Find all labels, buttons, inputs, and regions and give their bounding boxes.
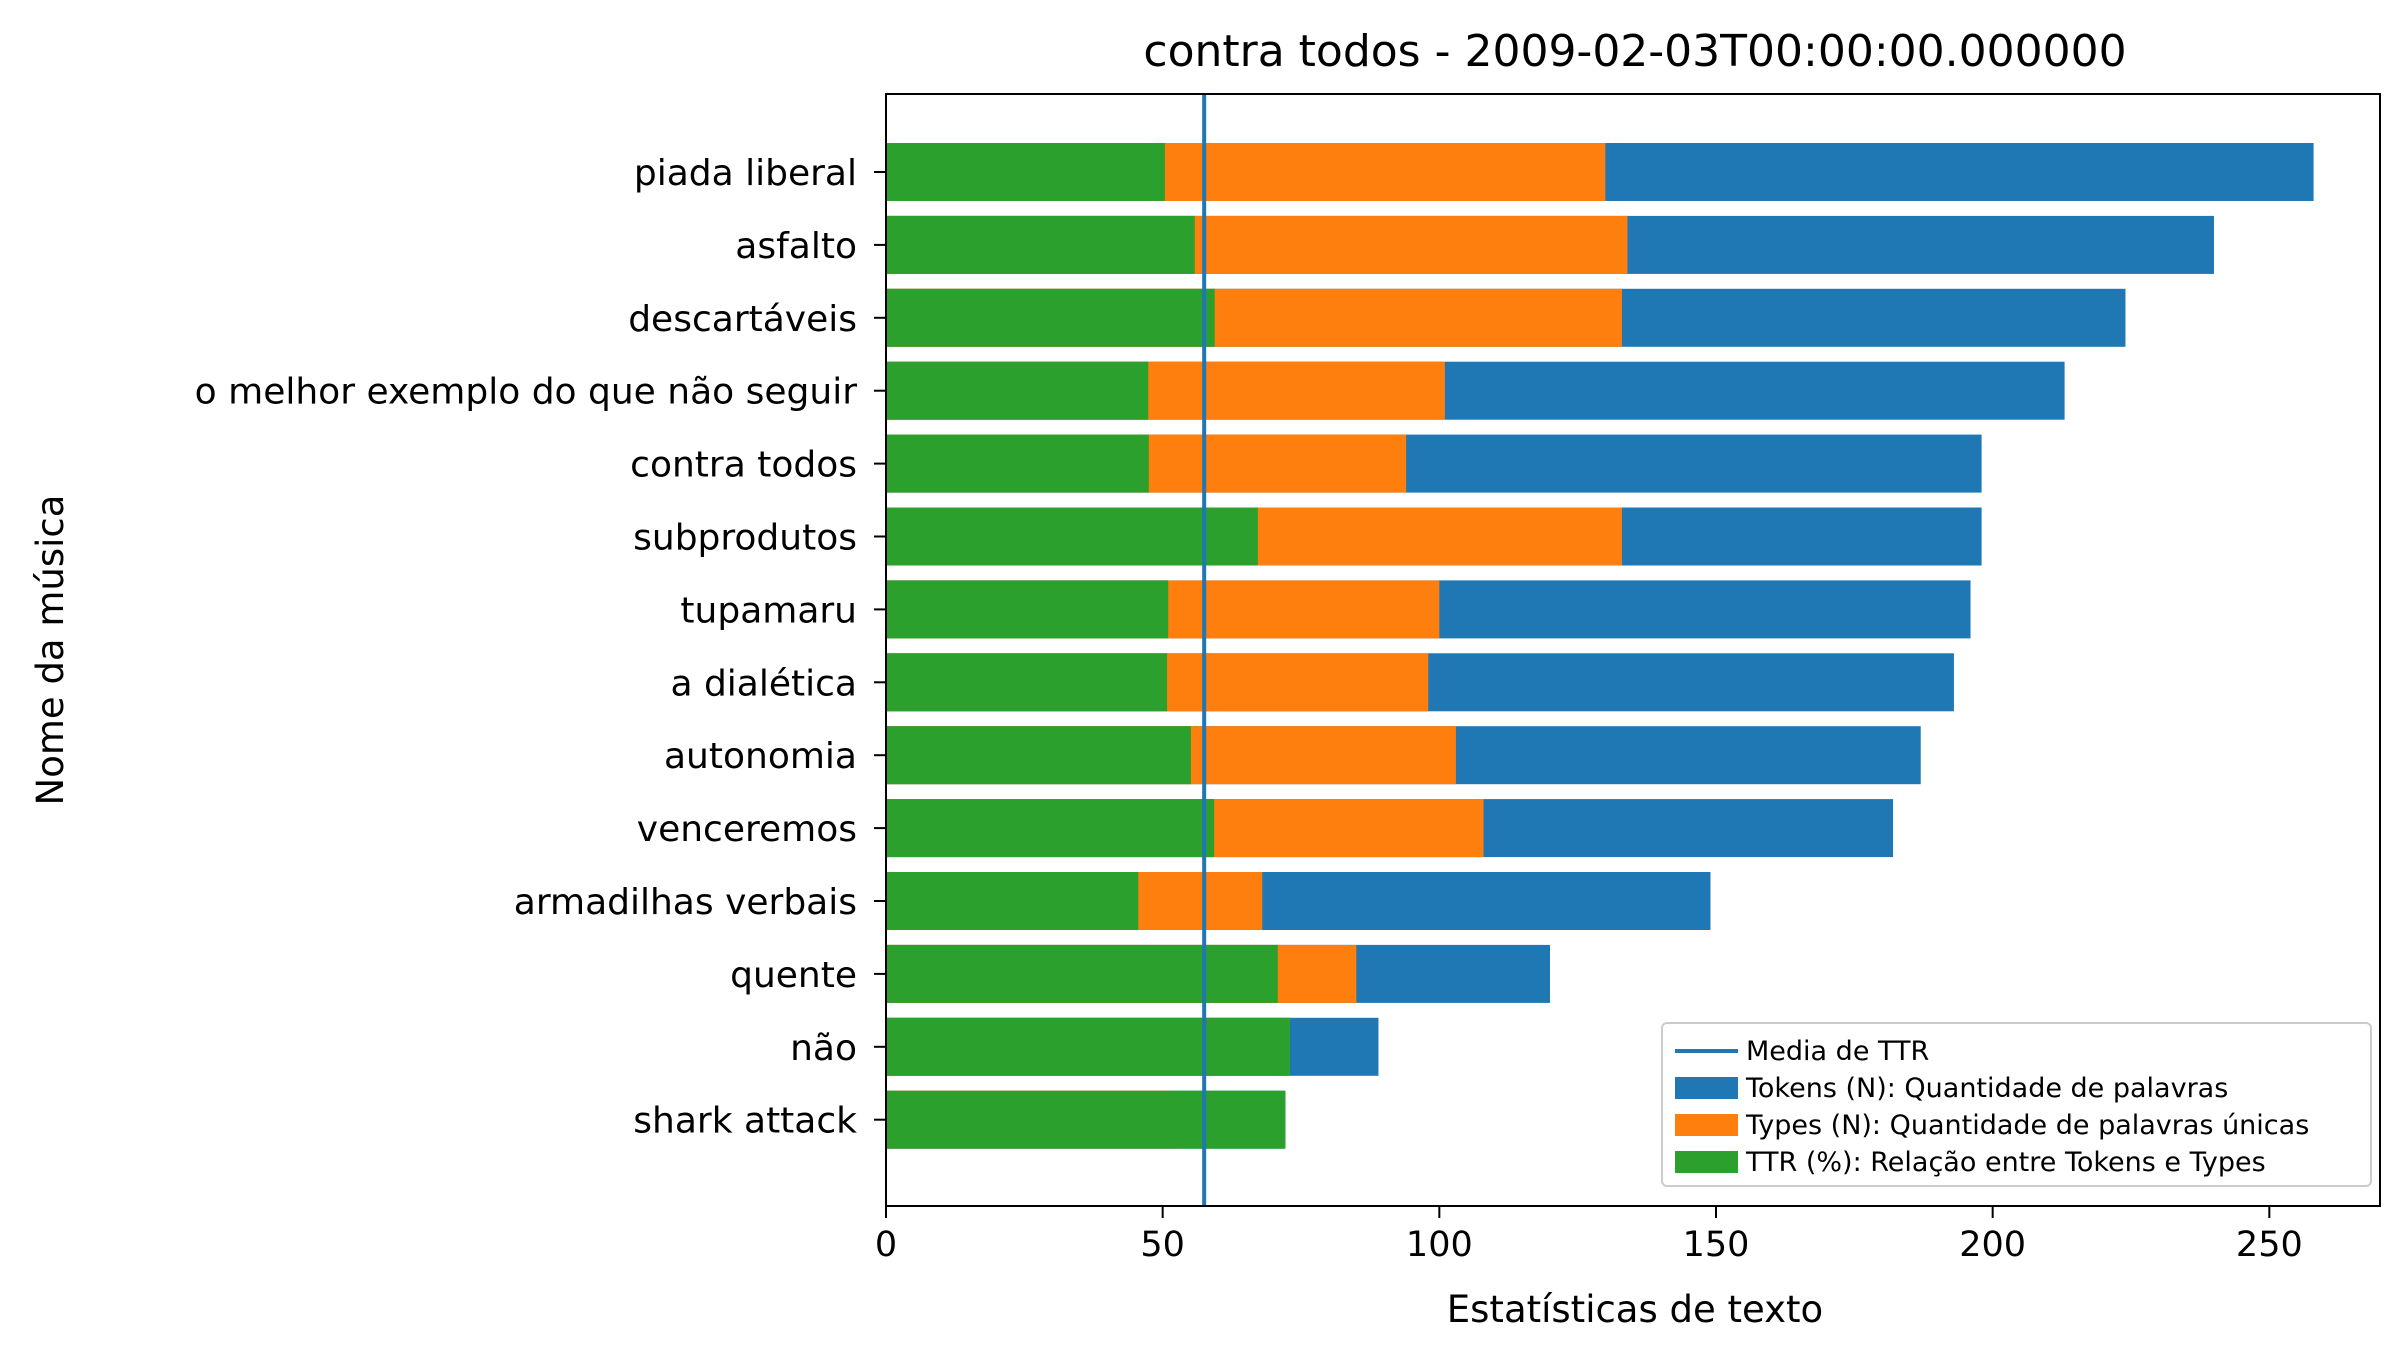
y-tick-label: armadilhas verbais [514, 882, 857, 923]
y-tick-label: autonomia [664, 736, 857, 777]
bar-series2-12 [886, 1017, 1290, 1076]
x-axis-title: Estatísticas de texto [1447, 1288, 1823, 1331]
bar-series2-1 [886, 215, 1195, 274]
bar-series2-8 [886, 726, 1191, 785]
y-tick-label: venceremos [637, 809, 857, 850]
bar-series2-3 [886, 361, 1149, 420]
legend: Media de TTR Tokens (N): Quantidade de pa… [1661, 1022, 2372, 1187]
series-2 [886, 143, 1290, 1149]
legend-label-0: Media de TTR [1746, 1036, 1929, 1067]
y-tick-label: subprodutos [633, 518, 857, 559]
x-tick-label: 0 [875, 1225, 897, 1265]
x-tick-label: 100 [1406, 1225, 1473, 1265]
x-tick-label: 150 [1683, 1225, 1750, 1265]
legend-swatch-2 [1675, 1114, 1738, 1136]
y-tick-label: contra todos [630, 445, 857, 486]
legend-swatch-3 [1675, 1151, 1738, 1173]
bar-series2-0 [886, 143, 1165, 201]
y-tick-label: não [790, 1028, 857, 1069]
bar-series2-13 [886, 1090, 1286, 1149]
x-tick-label: 200 [1959, 1225, 2026, 1265]
y-axis-title: Nome da música [29, 495, 72, 806]
bar-series2-10 [886, 872, 1139, 930]
legend-box [1661, 1022, 2372, 1187]
x-tick-label: 250 [2236, 1225, 2303, 1265]
y-tick-label: quente [730, 955, 857, 996]
y-tick-label: tupamaru [680, 590, 857, 631]
chart-title: contra todos - 2009-02-03T00:00:00.00000… [1143, 26, 2126, 77]
y-tick-label: asfalto [735, 226, 857, 267]
bar-series2-7 [886, 653, 1168, 712]
x-axis: 0 50 100 150 200 250 [875, 1206, 2303, 1265]
legend-label-1: Tokens (N): Quantidade de palavras [1745, 1073, 2228, 1104]
bar-series2-2 [886, 288, 1215, 347]
bar-series2-6 [886, 580, 1169, 639]
y-axis: piada liberal asfalto descartáveis o melhor… [195, 153, 886, 1142]
bar-series2-11 [886, 944, 1278, 1003]
y-tick-label: shark attack [633, 1101, 857, 1142]
bar-series2-5 [886, 507, 1258, 566]
y-tick-label: piada liberal [634, 153, 857, 194]
x-tick-label: 50 [1140, 1225, 1185, 1265]
bar-series2-4 [886, 434, 1149, 493]
legend-swatch-1 [1675, 1077, 1738, 1099]
y-tick-label: o melhor exemplo do que não seguir [195, 372, 858, 413]
legend-label-2: Types (N): Quantidade de palavras únicas [1745, 1110, 2309, 1141]
bars-layer [886, 143, 2314, 1149]
y-tick-label: descartáveis [628, 299, 857, 340]
plot-frame [885, 93, 2381, 1207]
bar-series2-9 [886, 799, 1215, 858]
y-tick-label: a dialética [670, 663, 857, 704]
legend-label-3: TTR (%): Relação entre Tokens e Types [1745, 1147, 2266, 1178]
